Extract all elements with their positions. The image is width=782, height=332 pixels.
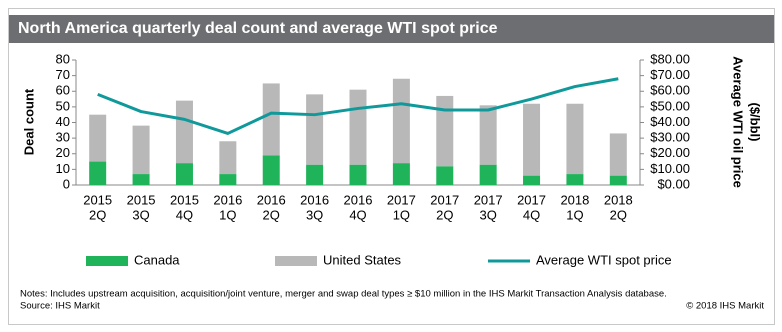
bar [392, 163, 410, 185]
x-tick-label: 4Q [349, 207, 366, 222]
bar [436, 95, 454, 167]
x-tick-label: 4Q [176, 207, 193, 222]
x-tick-label: 2016 [300, 192, 329, 207]
y2-tick-label: $80.00 [650, 51, 690, 66]
bar [609, 175, 627, 185]
legend-swatch [86, 256, 128, 266]
bar [349, 164, 367, 185]
x-tick-label: 2Q [263, 207, 280, 222]
x-tick-label: 1Q [393, 207, 410, 222]
source: Source: IHS Markit [20, 301, 100, 312]
x-tick-label: 2016 [257, 192, 286, 207]
bar [609, 133, 627, 176]
x-tick-label: 2017 [474, 192, 503, 207]
bar [219, 141, 237, 175]
bar [479, 164, 497, 185]
title-bar [9, 15, 774, 43]
y2-tick-label: $30.00 [650, 130, 690, 145]
y-tick-label: 40 [56, 114, 70, 129]
bar [219, 174, 237, 185]
x-tick-label: 3Q [479, 207, 496, 222]
copyright: © 2018 IHS Markit [686, 301, 764, 312]
legend-swatch [275, 256, 317, 266]
x-tick-label: 2Q [436, 207, 453, 222]
legend-label: United States [323, 252, 402, 267]
x-tick-label: 4Q [523, 207, 540, 222]
x-tick-label: 3Q [306, 207, 323, 222]
y-tick-label: 20 [56, 145, 70, 160]
y2-tick-label: $60.00 [650, 83, 690, 98]
x-tick-label: 1Q [219, 207, 236, 222]
legend-label: Canada [134, 252, 180, 267]
notes: Notes: Includes upstream acquisition, ac… [20, 289, 667, 300]
y2-tick-label: $70.00 [650, 67, 690, 82]
bar [262, 83, 280, 156]
x-tick-label: 2018 [560, 192, 589, 207]
y2-tick-label: $40.00 [650, 114, 690, 129]
y-tick-label: 70 [56, 67, 70, 82]
bar [523, 103, 541, 176]
y2-tick-label: $50.00 [650, 98, 690, 113]
x-tick-label: 3Q [132, 207, 149, 222]
y-tick-label: 10 [56, 161, 70, 176]
x-tick-label: 2018 [604, 192, 633, 207]
bar [566, 174, 584, 185]
bar [262, 155, 280, 185]
x-tick-label: 2017 [517, 192, 546, 207]
x-tick-label: 2016 [344, 192, 373, 207]
bar [175, 163, 193, 185]
line [97, 77, 619, 135]
bar [306, 94, 324, 165]
chart-title: North America quarterly deal count and a… [18, 20, 498, 37]
bar [436, 166, 454, 185]
x-tick-label: 2017 [387, 192, 416, 207]
x-tick-label: 2016 [213, 192, 242, 207]
x-tick-label: 2Q [610, 207, 627, 222]
x-tick-label: 1Q [566, 207, 583, 222]
x-tick-label: 2017 [430, 192, 459, 207]
y2-tick-label: $20.00 [650, 145, 690, 160]
bar [523, 175, 541, 185]
x-tick-label: 2015 [83, 192, 112, 207]
y-tick-label: 50 [56, 98, 70, 113]
x-tick-label: 2015 [170, 192, 199, 207]
y-tick-label: 30 [56, 130, 70, 145]
bar [306, 164, 324, 185]
bar [89, 114, 107, 162]
bar [175, 100, 193, 164]
x-tick-label: 2Q [89, 207, 106, 222]
bar [349, 89, 367, 165]
y-tick-label: 80 [56, 51, 70, 66]
bar [132, 125, 150, 175]
x-tick-label: 2015 [127, 192, 156, 207]
legend-label: Average WTI spot price [536, 252, 672, 267]
y-axis-title: Deal count [21, 88, 36, 155]
y2-tick-label: $10.00 [650, 161, 690, 176]
y2-axis-title: Average WTI oil price [731, 56, 746, 188]
y2-tick-label: $0.00 [657, 176, 690, 191]
y2-axis-title: ($/bbl) [748, 103, 763, 142]
bar [566, 103, 584, 175]
bar [132, 174, 150, 185]
bar [89, 161, 107, 185]
bar [392, 78, 410, 164]
bar [479, 105, 497, 165]
y-tick-label: 0 [63, 176, 70, 191]
y-tick-label: 60 [56, 83, 70, 98]
